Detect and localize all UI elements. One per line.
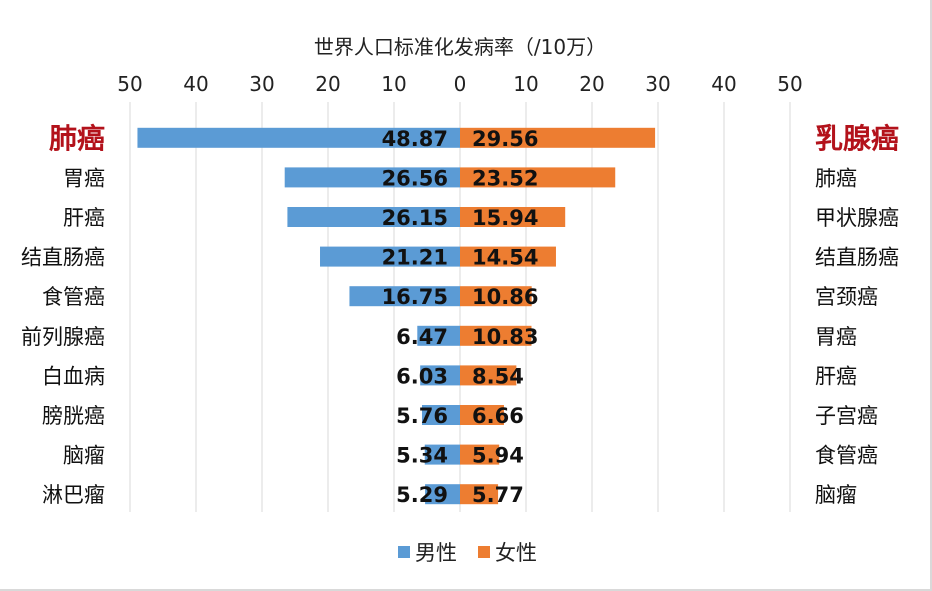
category-label-left: 白血病 <box>42 364 105 388</box>
category-label-left: 淋巴瘤 <box>42 483 105 507</box>
legend: 男性 女性 <box>398 541 537 565</box>
category-label-right: 胃癌 <box>815 325 857 349</box>
value-labels: 48.87 26.56 26.15 21.21 16.75 6.47 6.03 5.76 5.3… <box>382 127 539 507</box>
x-tick-label: 40 <box>711 72 736 96</box>
category-label-right: 脑瘤 <box>815 483 857 507</box>
category-label-left: 胃癌 <box>63 166 105 190</box>
bar-left <box>287 207 460 227</box>
value-label-left: 26.56 <box>382 166 448 190</box>
value-label-right: 5.94 <box>472 444 524 468</box>
bar-left <box>425 484 460 505</box>
category-label-right: 子宫癌 <box>815 404 878 428</box>
category-label-left: 食管癌 <box>42 285 105 309</box>
bar-right <box>460 325 532 346</box>
x-tick-label: 50 <box>777 72 802 96</box>
value-label-left: 5.29 <box>396 483 448 507</box>
x-tick-label: 30 <box>249 72 274 96</box>
x-tick-label: 20 <box>315 72 340 96</box>
value-label-left: 21.21 <box>382 246 448 270</box>
category-label-highlight-left: 肺癌 <box>49 122 105 155</box>
value-label-left: 6.03 <box>396 364 448 388</box>
bar-right <box>460 167 616 188</box>
bar-right <box>460 365 517 386</box>
category-label-left: 脑瘤 <box>63 444 105 468</box>
category-label-right: 肺癌 <box>815 166 857 190</box>
value-label-right: 6.66 <box>472 404 524 428</box>
bar-left <box>420 365 460 386</box>
x-tick-label: 20 <box>579 72 604 96</box>
category-label-right: 肝癌 <box>815 364 857 388</box>
bar-right <box>460 444 500 465</box>
bar-right <box>460 246 556 267</box>
value-label-left: 5.76 <box>396 404 448 428</box>
bars <box>137 127 656 505</box>
value-label-left: 48.87 <box>382 127 448 151</box>
legend-label: 女性 <box>495 541 537 565</box>
bar-right <box>460 207 566 227</box>
bar-left <box>320 246 460 267</box>
value-label-right: 5.77 <box>472 483 524 507</box>
category-label-left: 前列腺癌 <box>21 325 105 349</box>
value-label-left: 26.15 <box>382 206 448 230</box>
x-tick-label: 10 <box>513 72 538 96</box>
bar-left <box>284 167 460 188</box>
x-tick-labels: 50 40 30 20 10 0 10 20 30 40 50 <box>117 72 802 96</box>
value-label-right: 10.86 <box>472 285 538 309</box>
category-labels: 肺癌胃癌肝癌结直肠癌食管癌前列腺癌白血病膀胱癌脑瘤淋巴瘤乳腺癌肺癌甲状腺癌结直肠… <box>21 122 899 507</box>
legend-label: 男性 <box>415 541 457 565</box>
legend-swatch <box>478 546 490 558</box>
value-label-left: 5.34 <box>396 444 448 468</box>
x-tick-label: 30 <box>645 72 670 96</box>
bar-right <box>460 127 656 148</box>
category-label-left: 结直肠癌 <box>21 246 105 270</box>
bar-left <box>137 127 460 148</box>
chart-title: 世界人口标准化发病率（/10万） <box>314 35 606 59</box>
value-label-right: 10.83 <box>472 325 538 349</box>
value-label-right: 8.54 <box>472 364 524 388</box>
value-label-left: 6.47 <box>396 325 448 349</box>
category-label-right: 宫颈癌 <box>815 285 878 309</box>
x-tick-label: 10 <box>381 72 406 96</box>
x-tick-label: 0 <box>454 72 467 96</box>
category-label-left: 肝癌 <box>63 206 105 230</box>
value-label-right: 23.52 <box>472 166 538 190</box>
bar-left <box>421 405 460 425</box>
value-label-right: 29.56 <box>472 127 538 151</box>
value-label-right: 15.94 <box>472 206 538 230</box>
bar-left <box>417 325 460 346</box>
category-label-highlight-right: 乳腺癌 <box>815 122 899 155</box>
bar-right <box>460 484 499 505</box>
bar-right <box>460 405 504 425</box>
bar-right <box>460 286 532 307</box>
x-tick-label: 40 <box>183 72 208 96</box>
legend-swatch <box>398 546 410 558</box>
bar-left <box>349 286 460 307</box>
category-label-left: 膀胱癌 <box>42 404 105 428</box>
value-label-left: 16.75 <box>382 285 448 309</box>
category-label-right: 甲状腺癌 <box>815 206 899 230</box>
value-label-right: 14.54 <box>472 246 538 270</box>
category-label-right: 食管癌 <box>815 444 878 468</box>
category-label-right: 结直肠癌 <box>815 246 899 270</box>
x-tick-label: 50 <box>117 72 142 96</box>
bar-left <box>424 444 460 465</box>
